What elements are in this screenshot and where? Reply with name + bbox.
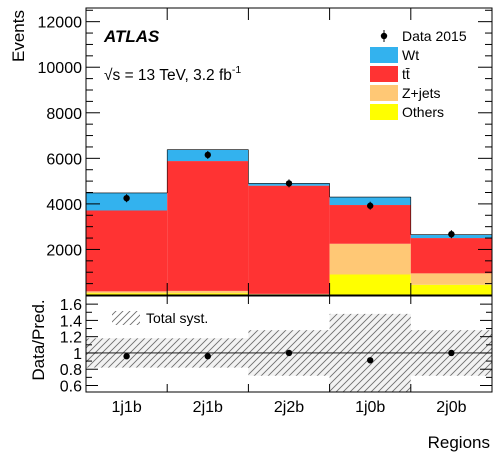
- energy-exponent: -1: [232, 64, 241, 76]
- legend-swatch-tt̄: [370, 66, 398, 82]
- bar-1j0b-Others: [329, 274, 411, 295]
- legend-swatch-Z+jets: [370, 85, 398, 101]
- bar-1j0b-Wt: [329, 197, 411, 206]
- bar-2j1b-tt̄: [167, 161, 249, 291]
- data-point-2j1b: [204, 151, 211, 159]
- legend-label-tt̄: tt̄: [402, 66, 410, 82]
- main-y-tick-label: 4000: [46, 197, 82, 214]
- data-point-2j2b: [285, 180, 293, 187]
- ratio-point-2j0b: [448, 349, 455, 357]
- data-point-1j1b: [123, 194, 130, 202]
- main-y-tick-label: 6000: [46, 151, 82, 168]
- syst-legend-label: Total syst.: [146, 310, 208, 326]
- bar-1j0b-tt̄: [329, 205, 411, 244]
- legend-entry-Others: Others: [370, 104, 444, 120]
- ratio-y-tick-label: 1.4: [60, 313, 82, 330]
- stacked-bars: [86, 149, 492, 295]
- energy-label: √s = 13 TeV, 3.2 fb-1: [104, 64, 241, 84]
- main-y-tick-label: 8000: [46, 106, 82, 123]
- data-point-2j0b: [448, 230, 455, 238]
- legend-data-marker: [380, 32, 388, 40]
- bar-2j1b-Others: [167, 293, 249, 295]
- syst-legend-swatch: [112, 311, 140, 325]
- y-axis-title: Events: [9, 10, 28, 62]
- main-y-tick-label: 12000: [38, 15, 83, 32]
- legend-swatch-Others: [370, 104, 398, 120]
- bar-1j1b-Others: [86, 293, 168, 295]
- bar-2j0b-Others: [410, 284, 492, 295]
- ratio-y-tick-label: 1: [73, 346, 82, 363]
- category-label-2j2b: 2j2b: [274, 399, 304, 416]
- legend-data-label: Data 2015: [402, 28, 467, 44]
- main-plot-frame: [85, 7, 493, 296]
- ratio-y-tick-label: 1.6: [60, 297, 82, 314]
- bar-1j1b-tt̄: [86, 210, 168, 292]
- legend-entry-Z+jets: Z+jets: [370, 85, 441, 101]
- energy-text: √s = 13 TeV, 3.2 fb: [104, 67, 232, 84]
- atlas-label: ATLAS: [103, 27, 160, 46]
- legend-label-Others: Others: [402, 104, 444, 120]
- category-label-1j0b: 1j0b: [355, 399, 385, 416]
- legend-label-Z+jets: Z+jets: [402, 85, 441, 101]
- ratio-panel: 0.60.811.21.41.6 Data/Pred. Total syst.: [29, 295, 493, 395]
- main-y-ticks: 2000 4000 6000 8000 10000 12000: [38, 9, 492, 296]
- category-label-2j0b: 2j0b: [436, 399, 466, 416]
- ratio-y-axis-title: Data/Pred.: [29, 299, 48, 380]
- ratio-y-tick-label: 0.6: [60, 378, 82, 395]
- bar-2j1b-Z+jets: [167, 290, 249, 294]
- category-labels: 1j1b 2j1b 2j2b 1j0b 2j0b: [111, 399, 466, 416]
- ratio-point-1j1b: [123, 353, 130, 360]
- data-points: [123, 150, 455, 239]
- bar-2j2b-tt̄: [248, 185, 330, 294]
- ratio-y-ticks: 0.60.811.21.41.6: [60, 297, 492, 395]
- main-y-tick-label: 10000: [38, 60, 83, 77]
- bar-2j0b-tt̄: [410, 238, 492, 274]
- category-label-2j1b: 2j1b: [193, 399, 223, 416]
- data-point-1j0b: [367, 202, 374, 209]
- bar-1j0b-Z+jets: [329, 243, 411, 275]
- legend-entry-data: Data 2015: [380, 28, 467, 44]
- legend: Data 2015 Wt tt̄ Z+jets Others: [370, 28, 467, 120]
- ratio-point-2j2b: [285, 349, 293, 357]
- legend-entry-Wt: Wt: [370, 47, 419, 63]
- ratio-plot-frame: [85, 295, 493, 393]
- ratio-point-2j1b: [204, 353, 211, 360]
- ratio-points: [123, 349, 455, 364]
- main-y-tick-label: 2000: [46, 242, 82, 259]
- bar-2j0b-Z+jets: [410, 273, 492, 285]
- ratio-y-tick-label: 0.8: [60, 362, 82, 379]
- bar-1j1b-Z+jets: [86, 291, 168, 294]
- ratio-point-1j0b: [367, 357, 374, 364]
- legend-swatch-Wt: [370, 47, 398, 63]
- x-axis-title: Regions: [428, 433, 490, 452]
- category-label-1j1b: 1j1b: [111, 399, 141, 416]
- legend-entry-tt̄: tt̄: [370, 66, 410, 82]
- ratio-y-tick-label: 1.2: [60, 330, 82, 347]
- legend-label-Wt: Wt: [402, 47, 419, 63]
